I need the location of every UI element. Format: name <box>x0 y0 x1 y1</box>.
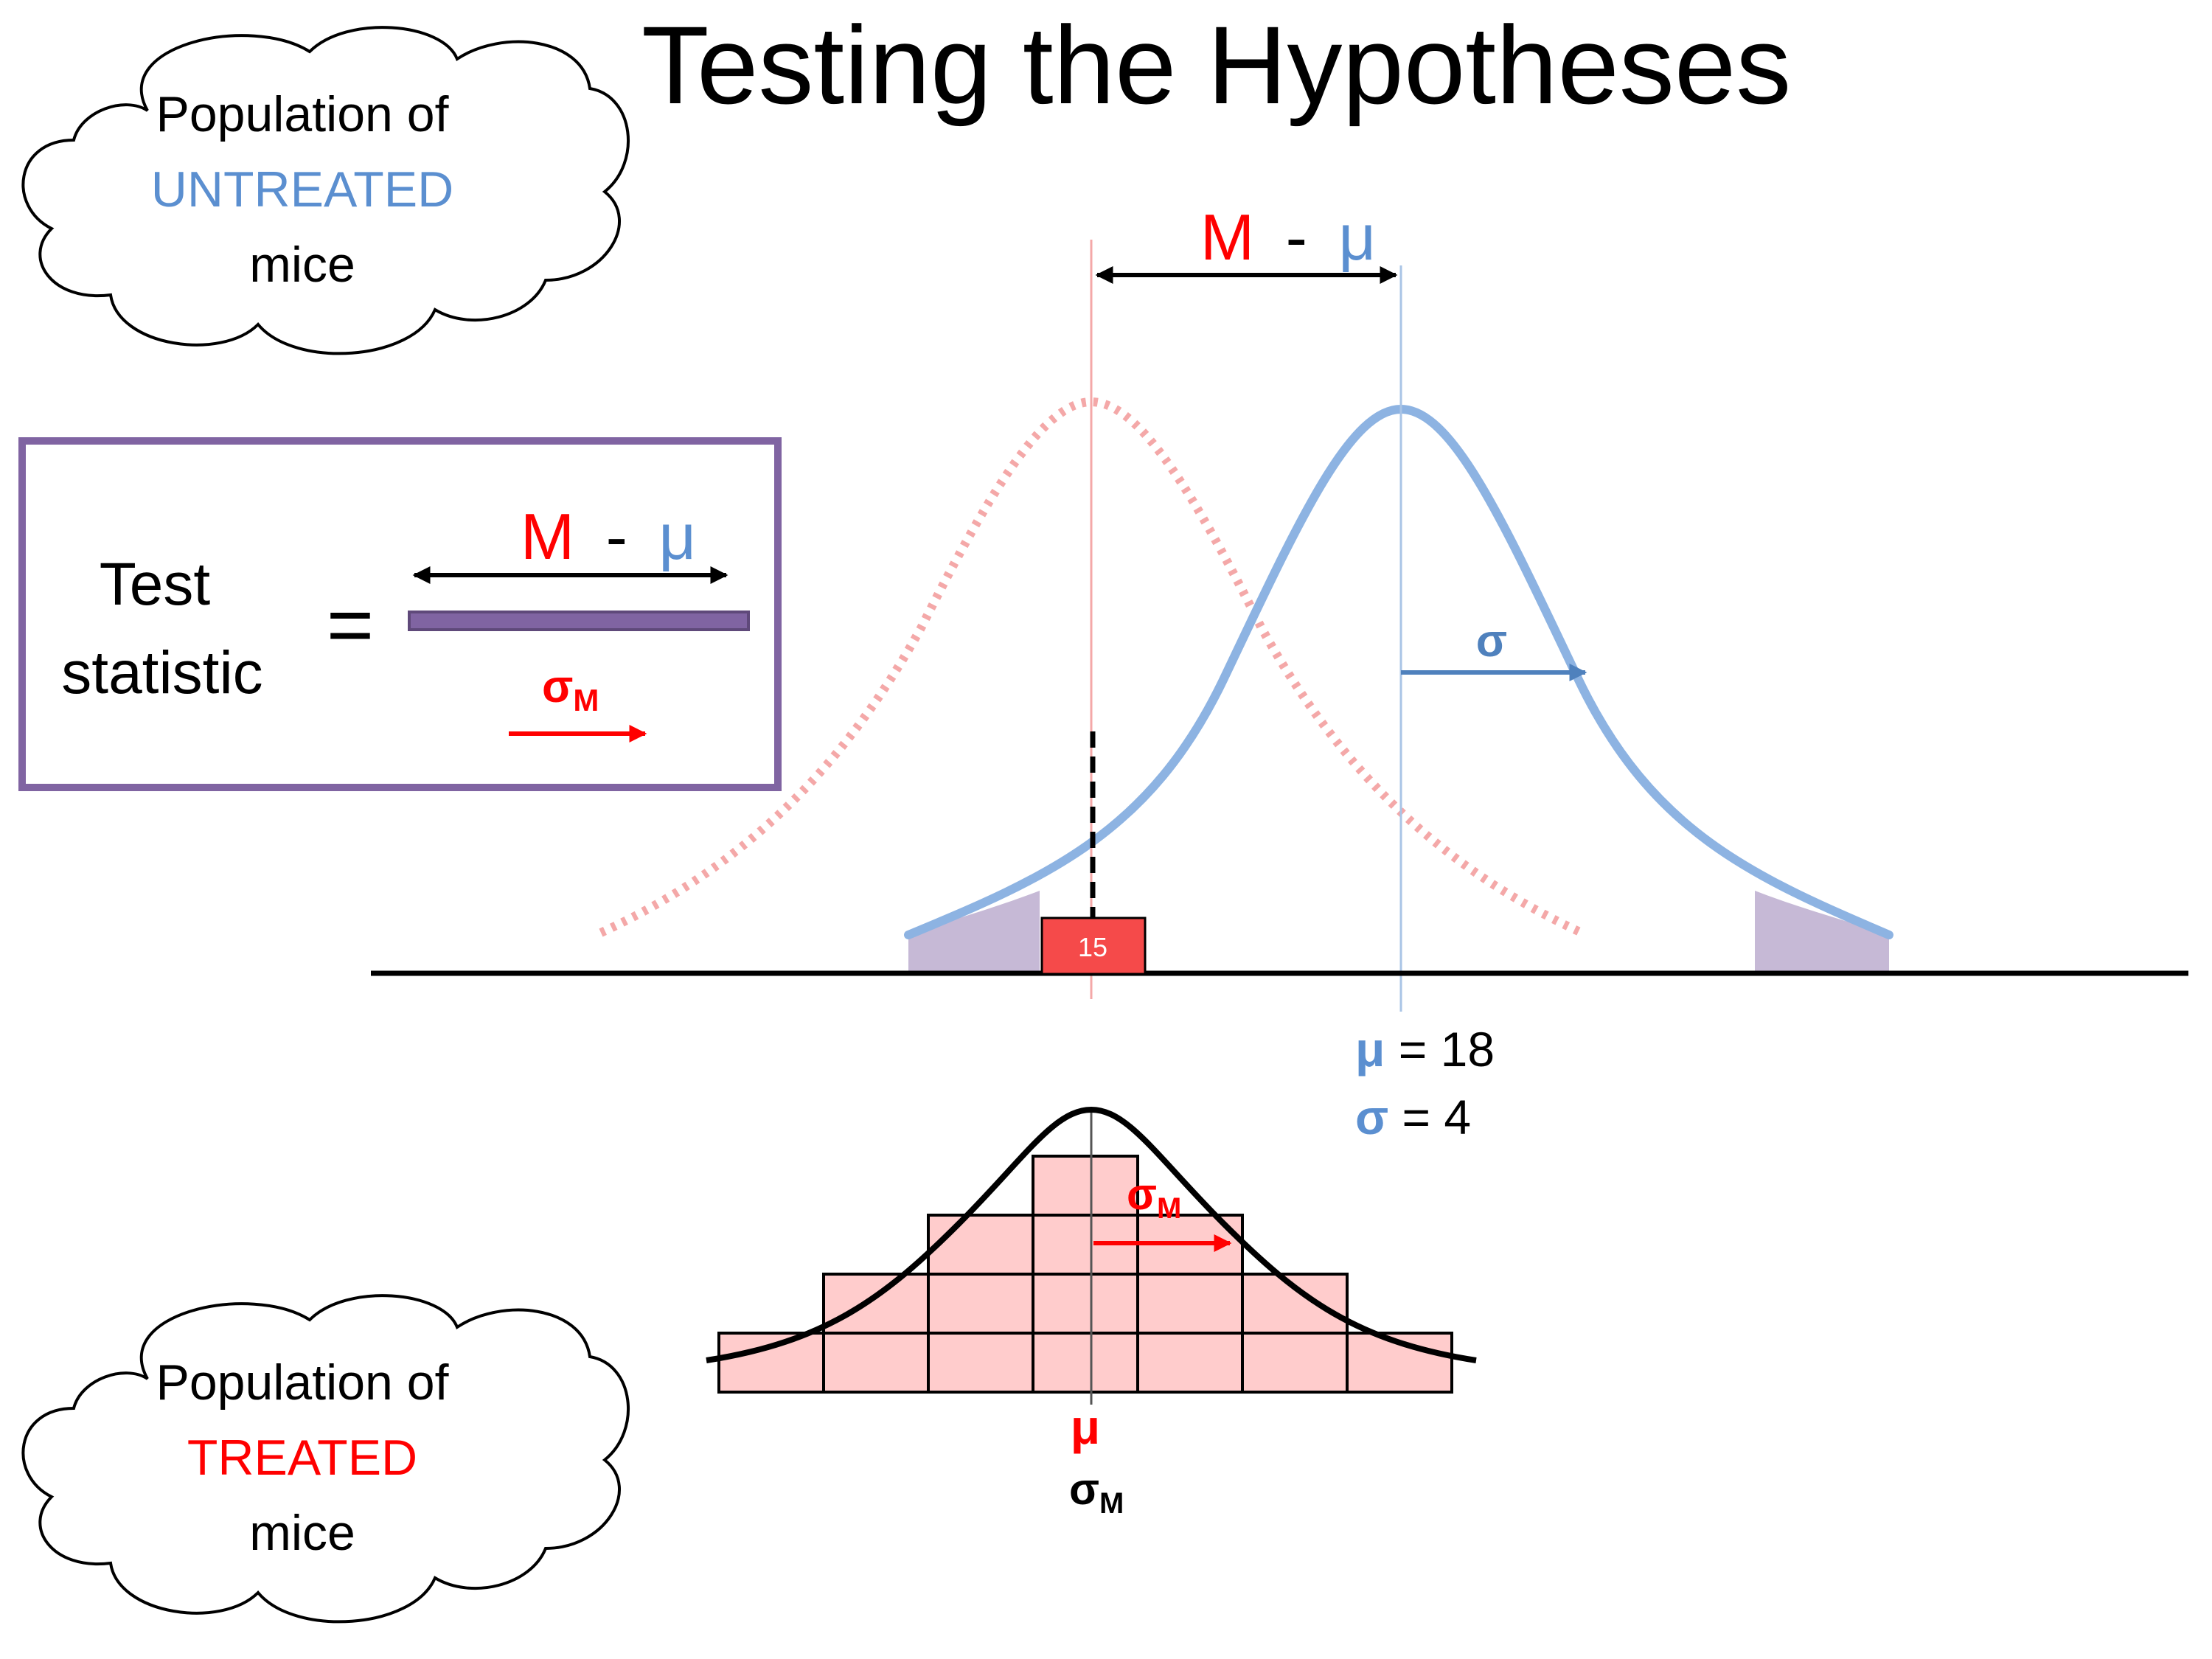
cloud-treated-line2: TREATED <box>187 1430 417 1486</box>
formula-denominator-sigma: σ <box>542 661 573 712</box>
top-difference-m: M <box>1200 201 1254 274</box>
population-sd-value: σ = 4 <box>1355 1090 1471 1144</box>
population-sd-text: = 4 <box>1388 1090 1471 1144</box>
cloud-treated-shape <box>21 1294 630 1624</box>
formula-numerator: M - μ <box>521 500 696 573</box>
left-tail-shading <box>908 891 1040 975</box>
sample-value-box <box>1040 917 1147 975</box>
top-difference-mu: μ <box>1338 201 1376 274</box>
formula-box: Test statistic = M - μ σM <box>18 437 782 791</box>
sigma-arrow-label: σ <box>1476 616 1507 667</box>
slide-title: Testing the Hypotheses <box>641 3 1791 127</box>
histogram-cell <box>1241 1273 1349 1335</box>
formula-test-label: Test <box>100 551 211 618</box>
formula-numerator-mu: μ <box>658 500 696 573</box>
formula-numerator-m: M <box>521 500 574 573</box>
top-difference-label: M - μ <box>1200 201 1376 274</box>
cloud-untreated-line2: UNTREATED <box>151 161 454 218</box>
cloud-treated-line1: Population of <box>156 1354 449 1411</box>
histogram-cell <box>927 1273 1034 1335</box>
histogram-cell <box>1032 1332 1139 1394</box>
histogram-cell <box>1136 1332 1244 1394</box>
histogram-cell <box>1136 1273 1244 1335</box>
treated-population-curve <box>599 397 1584 937</box>
histogram-cell <box>1032 1155 1139 1217</box>
top-difference-dash: - <box>1286 201 1307 274</box>
cloud-untreated-line1: Population of <box>156 86 449 142</box>
histogram-cell <box>1241 1332 1349 1394</box>
formula-statistic-label: statistic <box>61 639 262 706</box>
cloud-untreated-line3: mice <box>249 237 355 293</box>
sample-value-label: 15 <box>1078 932 1107 962</box>
right-tail-shading <box>1755 891 1889 975</box>
sampling-distribution-curve <box>706 1106 1477 1363</box>
cloud-untreated-shape <box>21 26 630 355</box>
cloud-treated-line3: mice <box>249 1505 355 1561</box>
sampling-bottom-sigma-sub: M <box>1099 1487 1124 1520</box>
sampling-sigma-sub: M <box>1157 1192 1181 1225</box>
histogram-cell <box>927 1214 1034 1276</box>
sampling-sigma-m-label: σM <box>1127 1169 1181 1225</box>
sampling-bottom-sigma-m: σM <box>1069 1464 1124 1520</box>
fraction-bar <box>408 611 750 631</box>
population-mean-value: μ = 18 <box>1355 1022 1495 1077</box>
formula-denominator-sigma-m: σM <box>542 661 599 717</box>
sampling-sigma-symbol: σ <box>1127 1169 1157 1219</box>
histogram-cell <box>717 1332 825 1394</box>
population-mean-symbol: μ <box>1355 1022 1385 1077</box>
histogram-cell <box>927 1332 1034 1394</box>
histogram-grid <box>717 1155 1453 1394</box>
histogram-cell <box>822 1273 930 1335</box>
formula-equals-sign: = <box>327 580 374 670</box>
sampling-bottom-sigma-symbol: σ <box>1069 1464 1099 1514</box>
sampling-mu-label: μ <box>1071 1399 1100 1454</box>
formula-numerator-dash: - <box>606 500 627 573</box>
formula-denominator-sub: M <box>573 683 599 717</box>
population-mean-text: = 18 <box>1385 1022 1495 1077</box>
histogram-cell <box>1032 1273 1139 1335</box>
population-sd-symbol: σ <box>1355 1090 1388 1144</box>
cloud-treated: Population of TREATED mice <box>21 1294 630 1624</box>
cloud-untreated: Population of UNTREATED mice <box>21 26 630 355</box>
top-diagram: 15 M - μ σ μ = 18 σ = 4 <box>371 201 2188 1144</box>
sampling-distribution: σM μ σM <box>706 1106 1477 1520</box>
untreated-population-curve <box>904 404 1893 939</box>
histogram-cell <box>822 1332 930 1394</box>
